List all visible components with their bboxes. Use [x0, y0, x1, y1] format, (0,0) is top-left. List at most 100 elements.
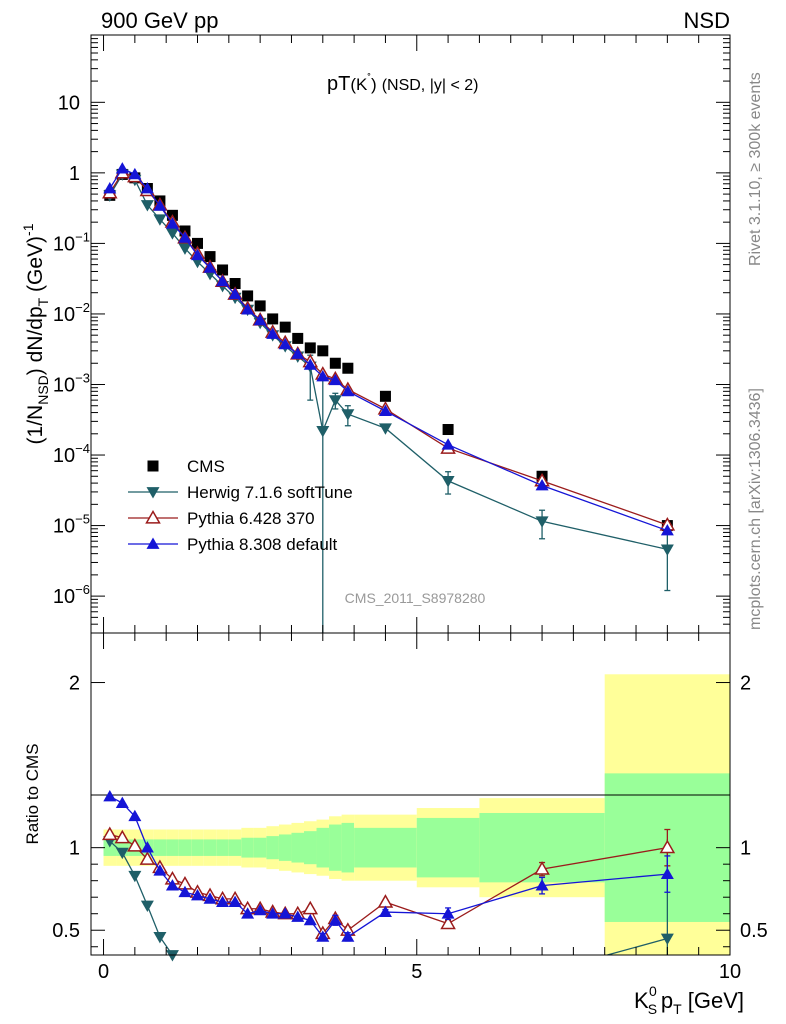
ratio-pythia-8-308-default-point [153, 864, 167, 876]
herwig-7-1-6-softtune-point [441, 476, 455, 488]
ratio-pythia-8-308-default-point [341, 930, 355, 942]
ratio-stat-band [228, 839, 242, 856]
ratio-herwig-7-1-6-softtune-point [115, 847, 129, 860]
ratio-stat-band [304, 831, 317, 865]
ratio-pythia-8-308-default-point [378, 905, 392, 917]
ratio-pythia-8-308-default-point [441, 907, 455, 919]
pythia-8-308-default-point [441, 438, 455, 450]
main-title-main: pT [327, 73, 350, 95]
main-title-paren: (K [350, 75, 368, 94]
ratio-panel: 0.5 0.5 1 1 2 2 0 5 10 Ratio to CMS KS0 pT [GeV] [23, 632, 768, 1017]
ratio-pythia-8-308-default-point [178, 885, 192, 898]
pythia-8-308-default-line [109, 167, 668, 532]
pythia-8-308-default-point [291, 347, 305, 359]
cms-point [204, 251, 216, 263]
ratio-stat-band [216, 839, 229, 856]
main-title-small: (NSD, |y| < 2) [382, 77, 479, 94]
x-tick-label: 0 [98, 961, 109, 983]
legend-label-pythia-6-428-370: Pythia 6.428 370 [187, 509, 315, 528]
cms-point [329, 357, 341, 369]
legend: CMS Herwig 7.1.6 softTune Pythia 6.428 370… [128, 457, 353, 554]
ratio-pythia-8-308-default-point [228, 895, 242, 908]
ratio-panel-frame [90, 632, 731, 956]
herwig-7-1-6-softtune-point [535, 516, 549, 528]
ratio-y-axis-label: Ratio to CMS [23, 743, 42, 844]
cms-point [304, 342, 316, 354]
ratio-y-tick-label-left: 1 [69, 838, 80, 860]
herwig-7-1-6-softtune-point [165, 228, 179, 240]
ratio-pythia-6-428-370-point [377, 894, 394, 908]
ratio-pythia-6-428-370-point [127, 838, 143, 852]
energy-label: 900 GeV pp [101, 8, 218, 33]
pythia-8-308-default-point [278, 337, 292, 350]
ratio-herwig-7-1-6-softtune-point [140, 900, 154, 912]
mcplots-label: mcplots.cern.ch [arXiv:1306.3436] [747, 388, 764, 630]
herwig-7-1-6-softtune-point [316, 425, 330, 438]
header: 900 GeV pp NSD [101, 8, 730, 33]
main-title-tail: ) [371, 75, 377, 94]
main-y-tick-label: 10−5 [53, 512, 90, 538]
ratio-stat-band [416, 817, 480, 878]
main-y-tick-label: 10 [58, 92, 80, 114]
ratio-pythia-8-308-default-point [165, 879, 179, 891]
pythia-8-308-default-point [341, 384, 355, 397]
cms-point [342, 362, 354, 374]
main-title: pT(K˚) (NSD, |y| < 2) [327, 73, 478, 95]
ratio-herwig-7-1-6-softtune-point [153, 931, 167, 944]
pythia-8-308-default-point [191, 248, 204, 261]
ratio-stat-band [291, 832, 304, 863]
x-axis-label: KS0 pT [GeV] [634, 983, 744, 1017]
cms-point [217, 264, 229, 276]
ratio-marks [102, 789, 676, 962]
ratio-pythia-8-308-default-point [115, 796, 129, 808]
ratio-stat-band [329, 824, 342, 871]
ratio-pythia-8-308-default-point [191, 889, 204, 901]
rivet-version-label: Rivet 3.1.10, ≥ 300k events [747, 72, 764, 266]
ratio-x-ticks: 0 5 10 [98, 633, 741, 983]
pythia-8-308-default-point [153, 199, 167, 211]
cms-point [192, 237, 203, 249]
ratio-pythia-8-308-default-point [535, 879, 549, 891]
ratio-pythia-8-308-default-point [316, 930, 330, 942]
main-y-tick-label: 1 [69, 163, 80, 185]
cms-point [267, 313, 279, 325]
ratio-stat-band [241, 837, 254, 858]
ratio-pythia-8-308-default-point [103, 789, 117, 802]
ratio-stat-band [341, 822, 355, 873]
pythia-8-308-default-point [660, 524, 674, 536]
ratio-stat-band [153, 839, 167, 856]
legend-marker-pythia-8-308-default [146, 537, 160, 549]
ratio-pythia-6-428-370-point [102, 826, 118, 841]
ratio-pythia-8-308-default-point [216, 895, 230, 908]
cms-point [254, 300, 266, 312]
ratio-herwig-7-1-6-softtune-line-tail [607, 937, 668, 956]
main-marks [102, 162, 676, 633]
ratio-pythia-8-308-default-point [253, 903, 267, 916]
pythia-8-308-default-point [165, 217, 179, 229]
ratio-herwig-7-1-6-softtune-point [128, 870, 142, 883]
ratio-pythia-8-308-default-point [328, 913, 342, 926]
ratio-y-tick-label-left: 2 [69, 673, 80, 695]
cms-point [279, 321, 291, 333]
cms-point [229, 278, 241, 290]
watermark: CMS_2011_S8978280 [345, 590, 486, 606]
herwig-7-1-6-softtune-point [328, 395, 342, 407]
legend-marker-herwig-7-1-6-softtune [146, 487, 160, 499]
ratio-y-tick-label-right: 2 [740, 673, 751, 695]
herwig-7-1-6-softtune-point [341, 409, 355, 421]
herwig-7-1-6-softtune-point [178, 243, 192, 255]
herwig-7-1-6-softtune-point [378, 423, 392, 435]
ratio-y-ticks: 0.5 0.5 1 1 2 2 [52, 673, 768, 948]
ratio-herwig-7-1-6-softtune-point [165, 950, 179, 962]
ratio-y-tick-label-left: 0.5 [52, 920, 80, 942]
pythia-8-308-default-point [228, 287, 242, 300]
ratio-pythia-8-308-default-point [278, 907, 292, 919]
ratio-pythia-8-308-default-point [266, 907, 280, 919]
ratio-stat-band [266, 836, 279, 860]
cms-point [442, 424, 454, 436]
ratio-pythia-6-428-370-point [114, 829, 131, 844]
pythia-8-308-default-point [535, 478, 549, 491]
ratio-stat-band [316, 827, 330, 868]
main-y-tick-label: 10−4 [53, 441, 90, 467]
ratio-stat-band [354, 827, 417, 868]
